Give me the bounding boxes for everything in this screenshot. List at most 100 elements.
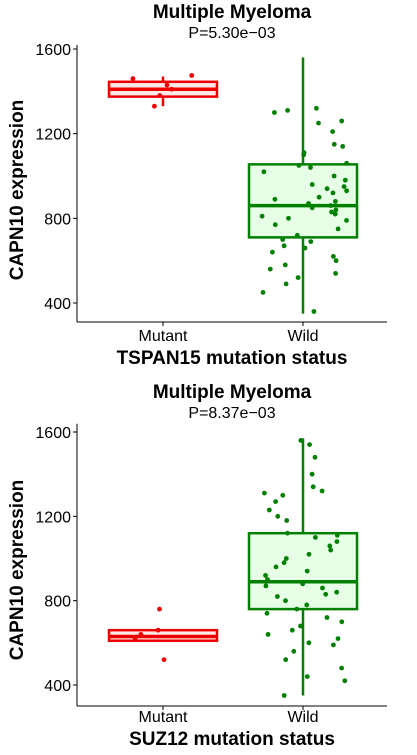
data-point-mutant: [164, 82, 170, 88]
data-point-wild: [342, 678, 348, 684]
y-tick-label: 400: [44, 678, 71, 695]
data-point-wild: [272, 110, 277, 115]
y-tick-label: 800: [44, 211, 71, 228]
chart-2-x-tick-label: Wild: [287, 709, 318, 726]
chart-1-title: Multiple Myeloma: [153, 2, 312, 23]
data-point-wild: [310, 484, 316, 490]
data-point-wild: [328, 203, 334, 209]
data-point-wild: [302, 245, 308, 251]
data-point-mutant: [155, 627, 161, 633]
data-point-wild: [266, 507, 272, 513]
data-point-wild: [316, 120, 321, 126]
data-point-wild: [306, 551, 312, 557]
data-point-wild: [273, 564, 279, 570]
data-point-wild: [333, 207, 339, 213]
data-point-wild: [301, 152, 307, 158]
data-point-wild: [334, 539, 340, 544]
data-point-wild: [329, 209, 334, 215]
data-point-wild: [331, 642, 336, 648]
data-point-wild: [344, 218, 349, 223]
data-point-wild: [298, 623, 303, 629]
data-point-wild: [334, 589, 340, 595]
data-point-wild: [316, 194, 322, 200]
data-point-wild: [306, 201, 311, 206]
data-point-wild: [335, 226, 341, 232]
data-point-wild: [308, 239, 314, 245]
data-point-wild: [333, 258, 339, 264]
data-point-mutant: [130, 76, 136, 81]
data-point-wild: [323, 591, 329, 597]
data-point-wild: [320, 585, 325, 591]
data-point-wild: [312, 454, 318, 460]
data-point-wild: [273, 499, 278, 504]
data-point-mutant: [161, 657, 167, 663]
data-point-wild: [283, 281, 289, 287]
data-point-wild: [289, 627, 295, 633]
data-point-wild: [304, 568, 310, 574]
data-point-wild: [264, 610, 270, 616]
data-point-wild: [324, 615, 330, 620]
data-point-wild: [333, 271, 338, 276]
data-point-wild: [344, 160, 349, 166]
chart-1-panel: 400 800 1200 1600: [35, 42, 387, 326]
data-point-wild: [285, 108, 290, 113]
data-point-wild: [272, 222, 278, 228]
data-point-wild: [306, 640, 312, 646]
data-point-wild: [286, 215, 291, 221]
data-point-wild: [334, 532, 340, 538]
chart-1-x-tick-label: Wild: [287, 328, 318, 345]
data-point-wild: [319, 488, 325, 494]
y-tick-label: 400: [44, 296, 71, 313]
data-point-mutant: [157, 93, 163, 98]
data-point-wild: [300, 581, 306, 587]
data-point-wild: [284, 518, 290, 523]
data-point-mutant: [152, 103, 157, 109]
data-point-wild: [339, 619, 345, 625]
data-point-wild: [281, 560, 287, 566]
y-tick-label: 1600: [35, 425, 71, 442]
data-point-wild: [259, 213, 265, 219]
data-point-mutant: [169, 86, 175, 92]
chart-2-title: Multiple Myeloma: [153, 382, 312, 403]
data-point-wild: [332, 211, 338, 217]
data-point-wild: [331, 254, 336, 259]
data-point-wild: [263, 583, 269, 589]
data-point-wild: [263, 573, 268, 578]
data-point-wild: [275, 594, 280, 599]
data-point-wild: [340, 144, 346, 149]
data-point-wild: [265, 632, 271, 637]
data-point-mutant: [138, 632, 144, 637]
chart-2-x-axis-label: SUZ12 mutation status: [129, 729, 335, 750]
data-point-wild: [309, 182, 315, 187]
data-point-wild: [275, 513, 281, 519]
data-point-wild: [307, 442, 312, 447]
data-point-wild: [265, 577, 270, 582]
data-point-wild: [324, 186, 330, 192]
data-point-wild: [314, 105, 319, 111]
data-point-wild: [291, 648, 297, 654]
chart-2-x-tick-label: Mutant: [139, 709, 188, 726]
data-point-wild: [331, 141, 337, 147]
data-point-wild: [261, 169, 267, 175]
data-point-wild: [280, 492, 286, 498]
data-point-wild: [339, 118, 345, 124]
data-point-wild: [283, 657, 289, 663]
data-point-wild: [304, 674, 310, 679]
data-point-wild: [308, 165, 313, 170]
data-point-wild: [298, 438, 304, 443]
chart-1-y-axis-label: CAPN10 expression: [7, 100, 28, 281]
box-wild: [247, 163, 359, 239]
data-point-wild: [331, 173, 337, 179]
data-point-wild: [281, 693, 287, 698]
data-point-wild: [272, 196, 278, 202]
chart-2-y-axis-label: CAPN10 expression: [7, 480, 28, 661]
chart-marks: 400 800 1200 1600 400 800 1200 1600: [35, 42, 387, 710]
chart-1-subtitle: P=5.30e−03: [188, 25, 275, 42]
data-point-wild: [328, 547, 334, 553]
data-point-wild: [281, 243, 287, 249]
data-point-wild: [295, 275, 301, 280]
data-point-wild: [294, 232, 300, 238]
chart-1-x-tick-label: Mutant: [139, 328, 188, 345]
data-point-wild: [309, 471, 315, 477]
data-point-wild: [333, 199, 338, 204]
